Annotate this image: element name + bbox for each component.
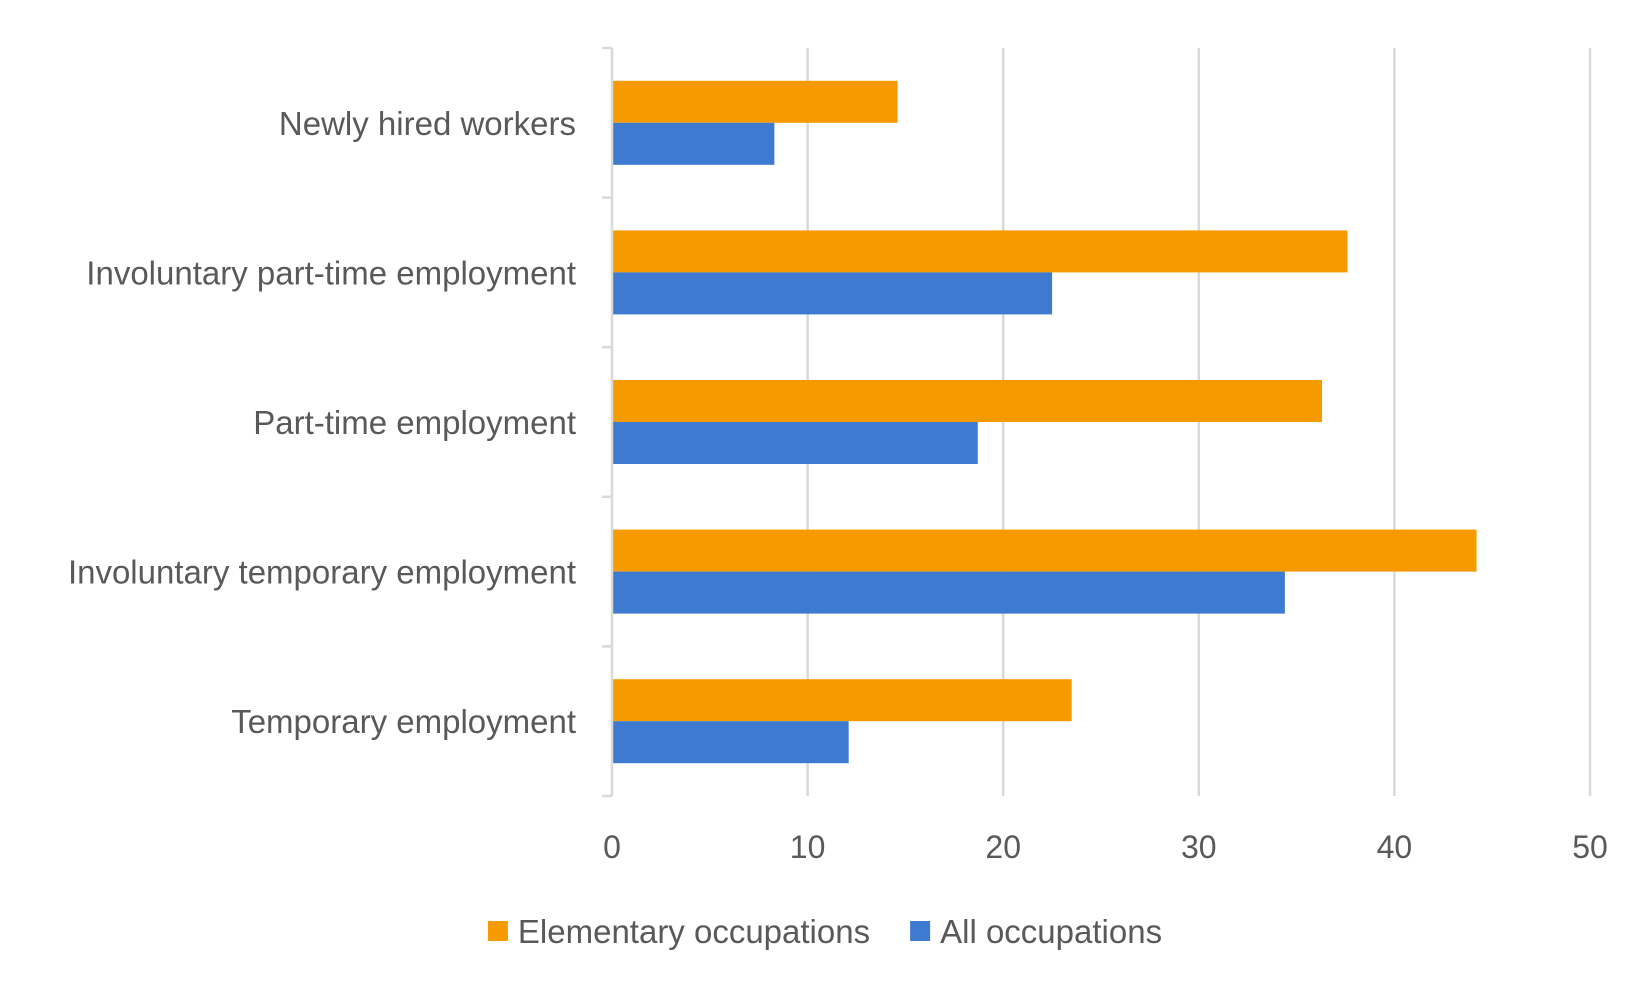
bar-all-1 — [612, 272, 1053, 315]
category-labels: Newly hired workers Involuntary part-time… — [68, 105, 576, 740]
bars — [612, 80, 1477, 764]
category-label: Involuntary part-time employment — [86, 254, 576, 291]
legend-swatch — [910, 921, 931, 941]
category-label: Part-time employment — [253, 404, 576, 441]
bar-elementary-3 — [612, 529, 1477, 572]
legend-item: Elementary occupations — [487, 913, 870, 950]
bar-elementary-4 — [612, 679, 1072, 722]
x-tick-label: 30 — [1181, 829, 1217, 865]
x-tick-label: 0 — [603, 829, 621, 865]
category-label: Involuntary temporary employment — [68, 554, 576, 591]
bar-all-3 — [612, 571, 1285, 614]
legend-label: Elementary occupations — [518, 913, 870, 950]
bar-elementary-1 — [612, 230, 1348, 273]
bar-all-0 — [612, 122, 775, 165]
category-label: Temporary employment — [231, 703, 576, 740]
bar-elementary-2 — [612, 380, 1323, 422]
bar-all-2 — [612, 422, 978, 464]
x-tick-label: 40 — [1377, 829, 1413, 865]
category-axis — [602, 46, 614, 798]
x-tick-labels: 0 10 20 30 40 50 — [603, 829, 1608, 865]
bar-elementary-0 — [612, 80, 898, 123]
legend-swatch — [487, 921, 508, 941]
category-label: Newly hired workers — [279, 105, 576, 142]
x-tick-label: 20 — [985, 829, 1021, 865]
x-tick-label: 10 — [790, 829, 826, 865]
bar-all-4 — [612, 721, 849, 764]
x-tick-label: 50 — [1572, 829, 1608, 865]
legend-label: All occupations — [940, 913, 1162, 950]
legend-item: All occupations — [910, 913, 1162, 950]
legend: Elementary occupations All occupations — [487, 913, 1162, 950]
